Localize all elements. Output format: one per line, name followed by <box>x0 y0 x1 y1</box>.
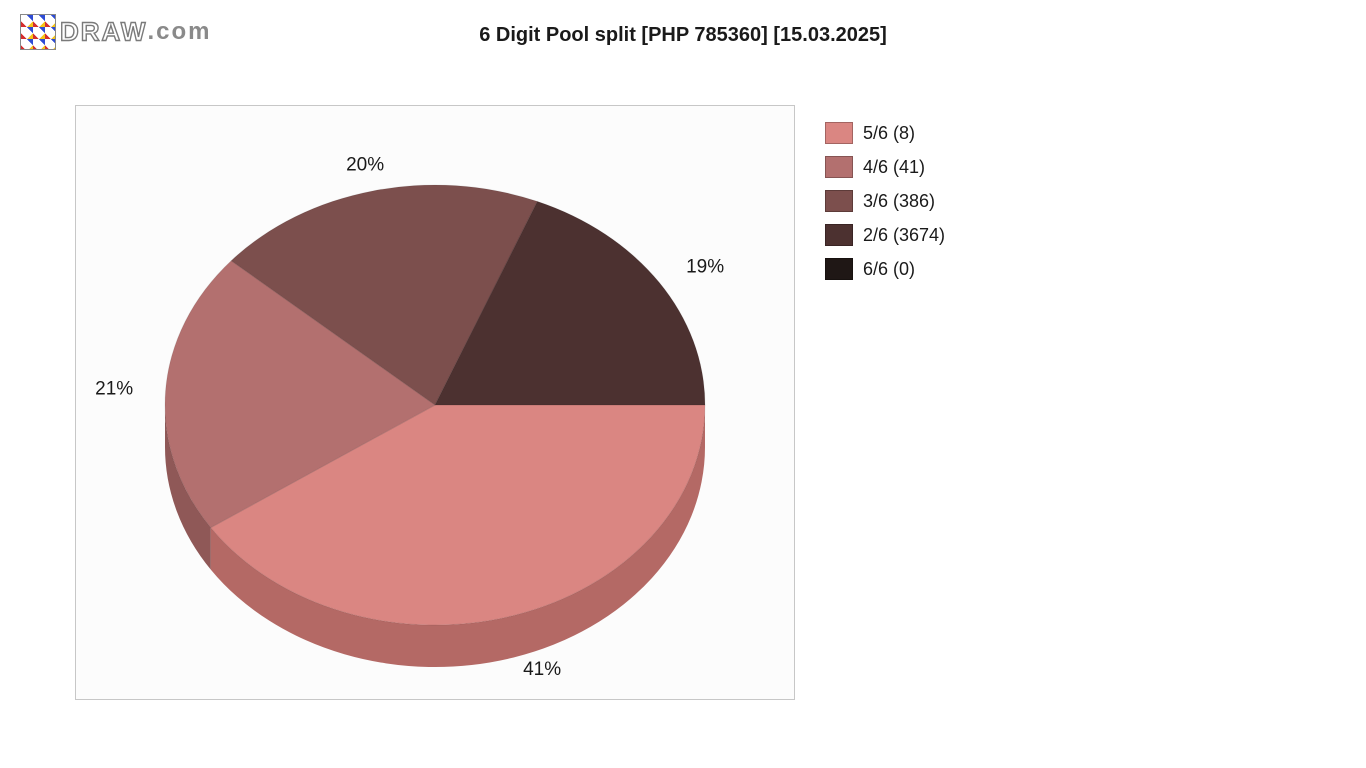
legend-label: 4/6 (41) <box>863 157 925 178</box>
legend-item: 6/6 (0) <box>825 258 945 280</box>
pie-slice-label: 41% <box>523 659 561 680</box>
pie-slice-label: 20% <box>346 154 384 175</box>
legend: 5/6 (8) 4/6 (41) 3/6 (386) 2/6 (3674) 6/6 (0… <box>825 122 945 292</box>
legend-item: 2/6 (3674) <box>825 224 945 246</box>
legend-swatch <box>825 156 853 178</box>
legend-label: 2/6 (3674) <box>863 225 945 246</box>
legend-label: 6/6 (0) <box>863 259 915 280</box>
legend-swatch <box>825 122 853 144</box>
legend-item: 4/6 (41) <box>825 156 945 178</box>
pie-slice-label: 21% <box>95 379 133 400</box>
legend-swatch <box>825 190 853 212</box>
legend-item: 5/6 (8) <box>825 122 945 144</box>
legend-label: 3/6 (386) <box>863 191 935 212</box>
legend-item: 3/6 (386) <box>825 190 945 212</box>
chart-title: 6 Digit Pool split [PHP 785360] [15.03.2… <box>0 24 1366 47</box>
legend-label: 5/6 (8) <box>863 123 915 144</box>
pie-chart: 41% 21% 20% 19% <box>75 105 795 700</box>
legend-swatch <box>825 224 853 246</box>
legend-swatch <box>825 258 853 280</box>
pie-slice-label: 19% <box>686 257 724 278</box>
